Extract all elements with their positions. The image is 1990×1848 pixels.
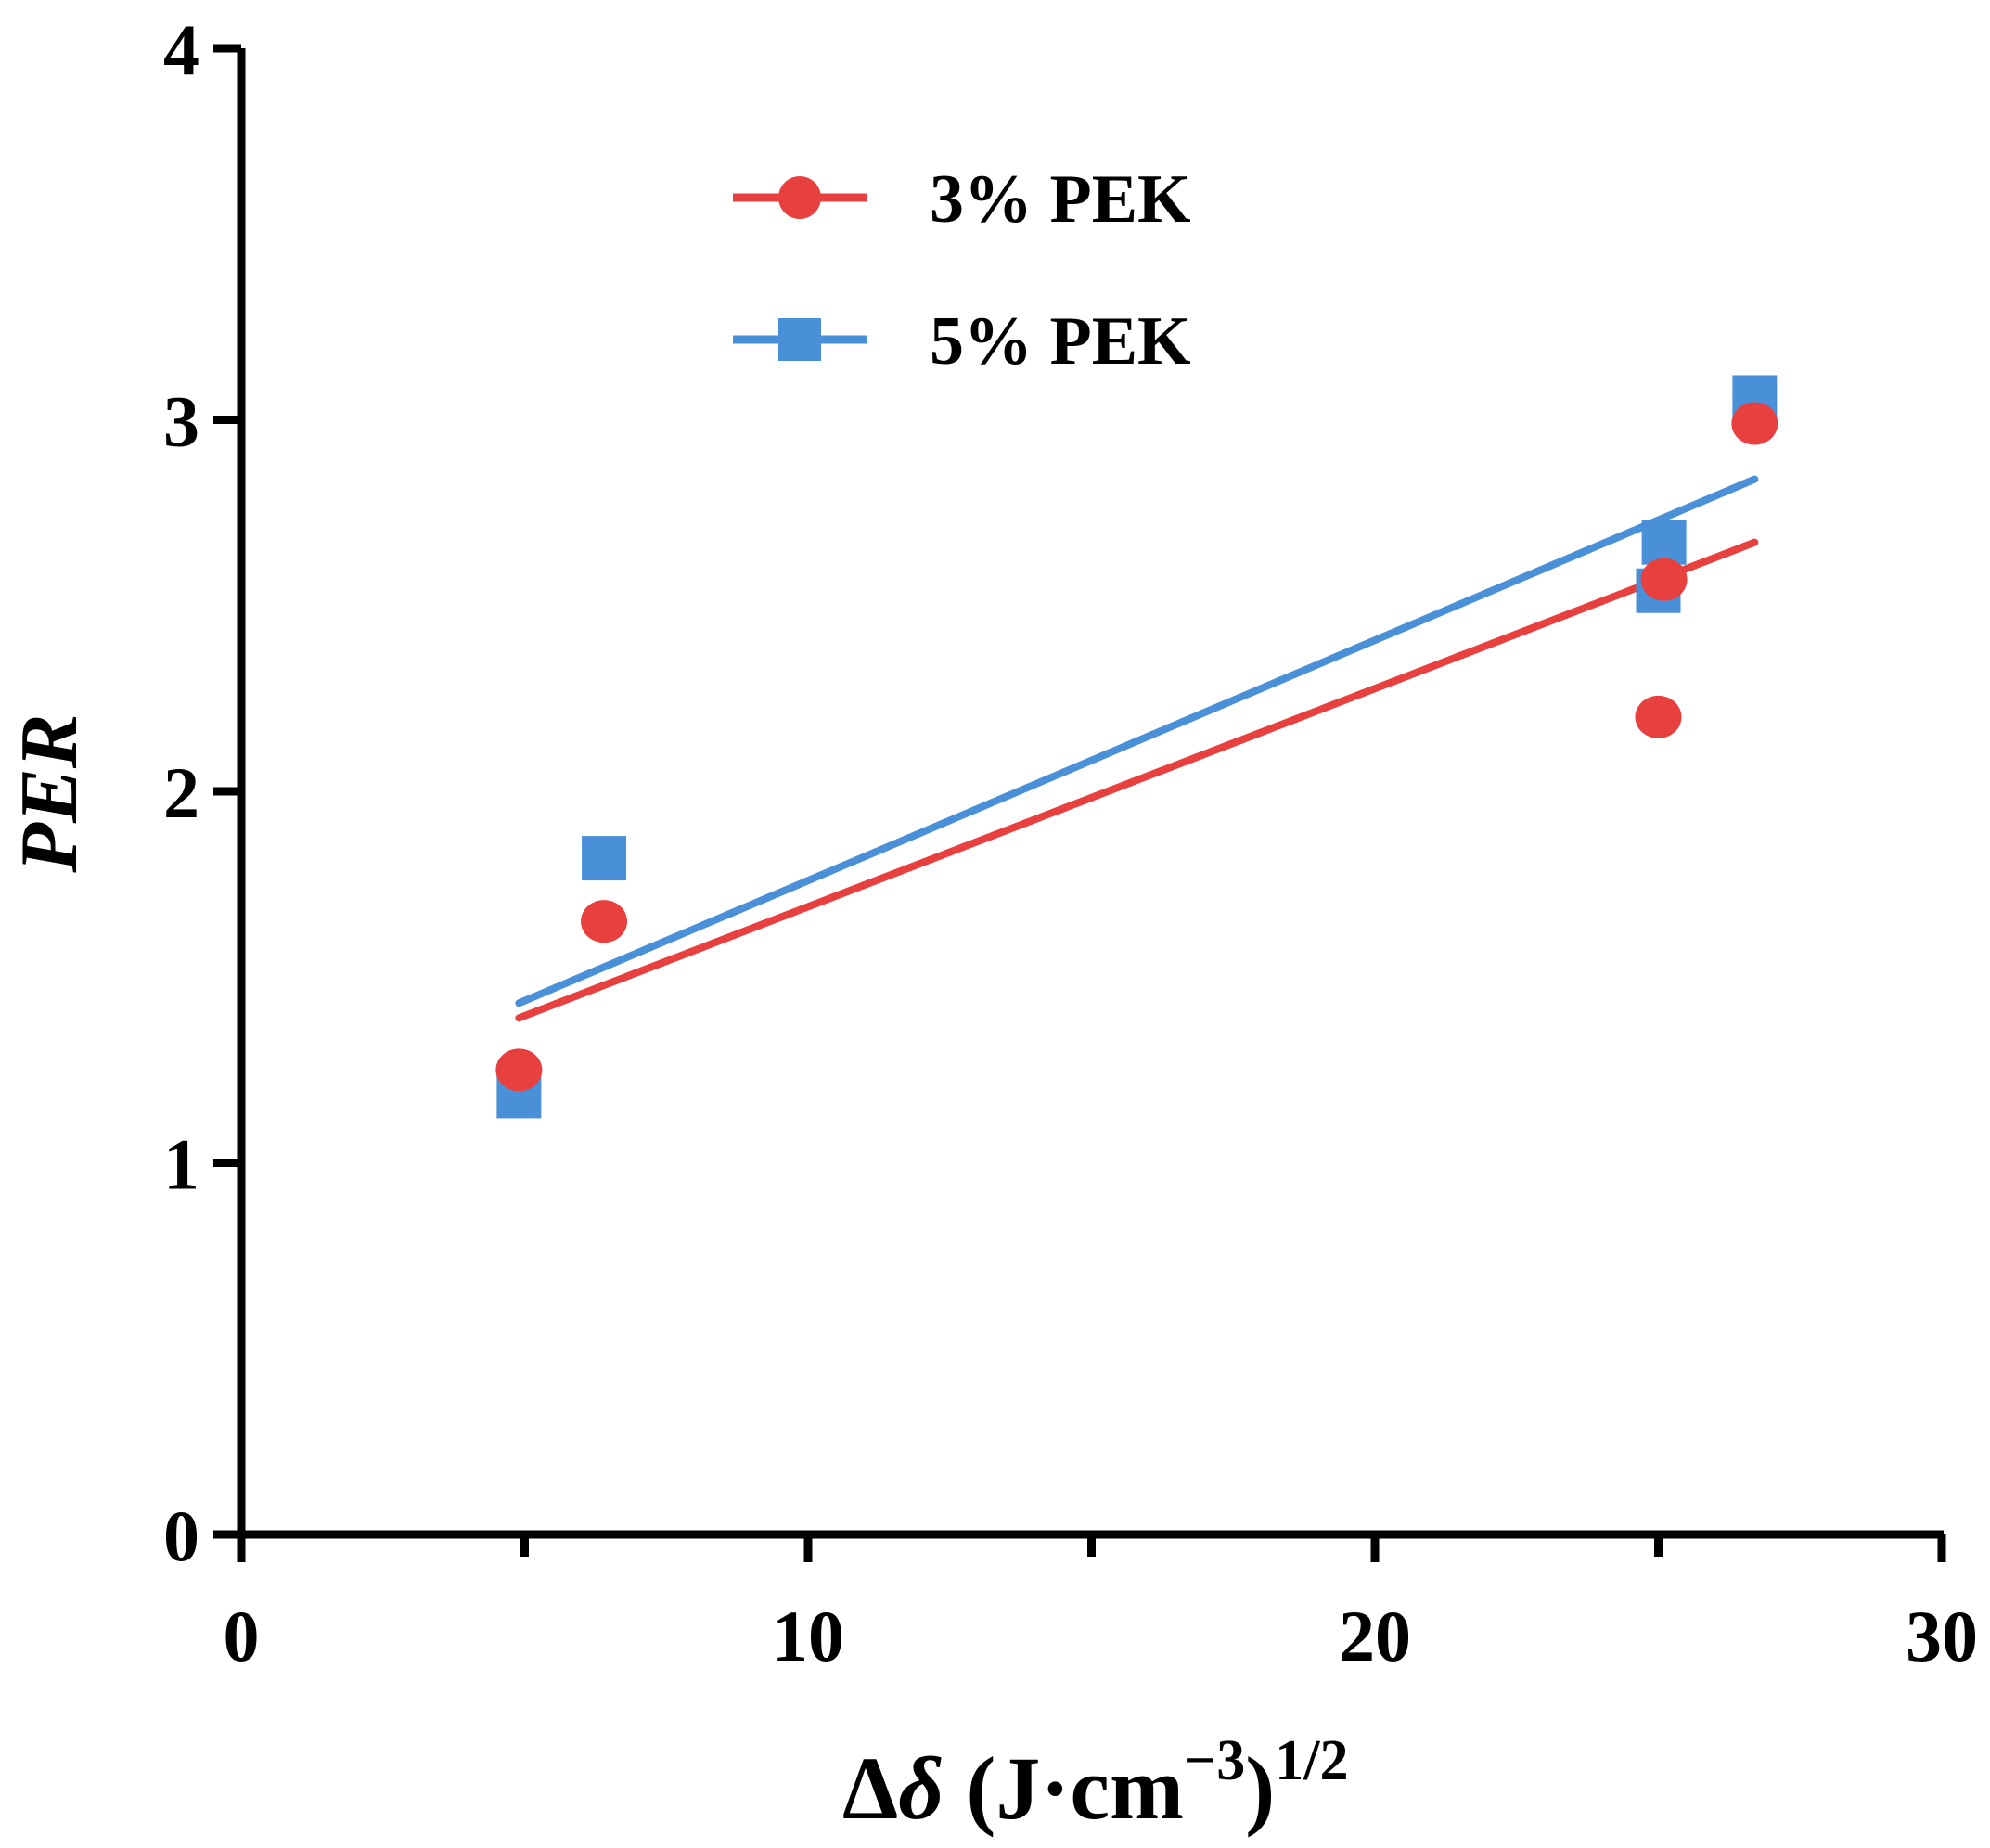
axes: 0 1 2 3 4 0 10 20 30	[163, 9, 1978, 1676]
legend-label-3pct: 3% PEK	[930, 161, 1191, 237]
x-tick-label: 20	[1339, 1596, 1411, 1676]
data-point-3pct	[1731, 402, 1778, 445]
x-axis-title: Δδ (J·cm−3)1/2	[842, 1729, 1348, 1838]
data-point-3pct	[1640, 558, 1688, 601]
y-tick-label: 2	[163, 752, 199, 833]
data-point-3pct	[1635, 695, 1682, 738]
x-tick-label: 10	[772, 1596, 844, 1676]
y-axis-title: PER	[5, 713, 95, 873]
x-title-unit-close: )	[1245, 1739, 1275, 1838]
data-point-3pct	[495, 1048, 543, 1092]
fit-line-series-1	[515, 475, 1759, 1007]
legend-marker-3pct	[778, 176, 821, 219]
y-tick-label: 0	[163, 1495, 199, 1576]
x-title-exponent: −3	[1184, 1729, 1245, 1792]
x-title-delta: Δ	[842, 1739, 898, 1838]
x-title-power: 1/2	[1275, 1729, 1348, 1792]
data-points	[495, 375, 1778, 1119]
x-tick-label: 30	[1906, 1596, 1978, 1676]
legend-marker-5pct	[778, 318, 821, 361]
fit-lines	[515, 475, 1759, 1022]
x-title-unit: (J·cm	[944, 1739, 1184, 1838]
x-title-symbol: δ	[898, 1739, 944, 1838]
legend-label-5pct: 5% PEK	[930, 303, 1191, 379]
data-point-5pct	[1641, 520, 1687, 565]
y-tick-label: 3	[163, 381, 199, 462]
y-tick-label: 4	[163, 9, 199, 90]
legend: 3% PEK 5% PEK	[733, 161, 1191, 379]
data-point-5pct	[582, 836, 627, 881]
fit-line-series-0	[515, 538, 1759, 1022]
x-tick-label: 0	[224, 1596, 260, 1676]
y-tick-label: 1	[163, 1124, 199, 1205]
data-point-3pct	[581, 900, 628, 943]
